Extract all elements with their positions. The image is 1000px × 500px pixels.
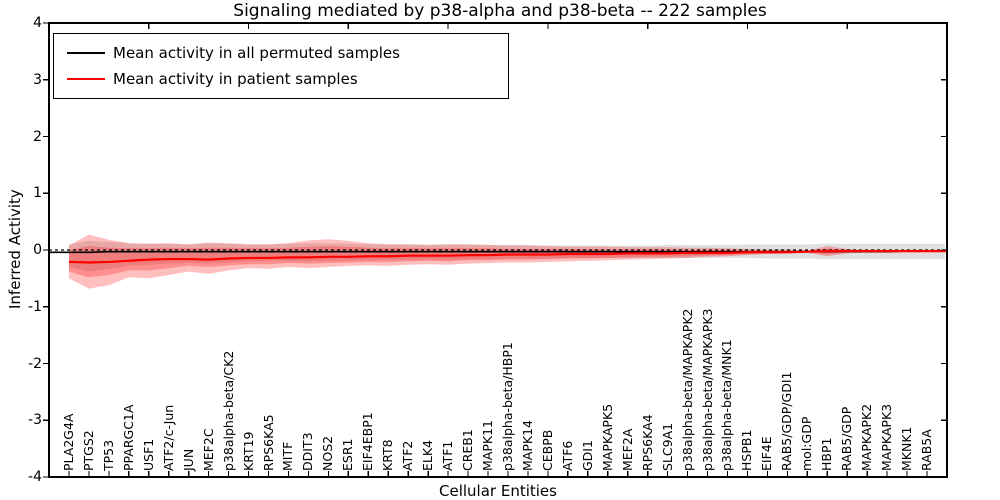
legend-label: Mean activity in patient samples	[113, 69, 358, 88]
chart-title: Signaling mediated by p38-alpha and p38-…	[233, 1, 767, 21]
patient-line-swatch	[67, 77, 105, 80]
legend-label: Mean activity in all permuted samples	[113, 44, 400, 63]
x-tick-label: p38alpha-beta/HBP1	[499, 342, 515, 471]
x-tick-label: DDIT3	[300, 432, 316, 471]
y-tick-label: 2	[33, 128, 42, 145]
legend-item-patient: Mean activity in patient samples	[54, 70, 508, 88]
x-tick-label: ATF1	[440, 440, 456, 471]
y-tick-label: -2	[28, 355, 42, 372]
y-tick-label: -4	[28, 469, 42, 485]
x-tick-label: ESR1	[340, 438, 356, 471]
x-tick-label: ELK4	[420, 439, 436, 471]
x-tick-label: MEF2A	[619, 428, 635, 471]
x-tick-label: JUN	[180, 448, 196, 471]
x-tick-label: GDI1	[579, 440, 595, 471]
x-tick-label: CEBPB	[539, 429, 555, 471]
x-tick-label: ATF6	[559, 440, 575, 471]
x-tick-label: SLC9A1	[659, 422, 675, 471]
legend: Mean activity in all permuted samples Me…	[53, 33, 509, 99]
x-tick-label: p38alpha-beta/CK2	[220, 350, 236, 471]
x-tick-label: p38alpha-beta/MNK1	[719, 339, 735, 471]
x-tick-label: MAPKAPK5	[599, 403, 615, 471]
x-tick-label: RPS6KA5	[260, 414, 276, 471]
x-tick-label: RAB5/GDP/GDI1	[779, 371, 795, 471]
legend-item-permuted: Mean activity in all permuted samples	[54, 44, 508, 62]
x-tick-label: KRT8	[380, 439, 396, 471]
x-tick-label: p38alpha-beta/MAPKAPK3	[699, 308, 715, 472]
x-tick-label: PPARGC1A	[120, 404, 136, 471]
x-tick-label: MAPKAPK2	[859, 403, 875, 471]
x-tick-label: RAB5/GDP	[839, 406, 855, 471]
x-tick-label: MAPK11	[480, 420, 496, 471]
x-tick-label: NOS2	[320, 435, 336, 471]
x-tick-label: EIF4EBP1	[360, 412, 376, 471]
x-tick-label: MAPKAPK3	[879, 403, 895, 471]
y-tick-label: 4	[33, 15, 42, 31]
x-tick-label: PLA2G4A	[60, 413, 76, 471]
x-tick-label: mol:GDP	[799, 416, 815, 471]
x-tick-label: ATF2/c-Jun	[160, 404, 176, 471]
x-tick-label: HSPB1	[739, 429, 755, 471]
y-tick-label: 0	[33, 242, 42, 258]
x-tick-label: KRT19	[240, 431, 256, 471]
x-tick-label: MITF	[280, 441, 296, 471]
x-axis-label: Cellular Entities	[439, 482, 557, 500]
y-tick-label: 1	[33, 185, 42, 202]
x-tick-label: PTGS2	[80, 430, 96, 471]
x-tick-label: MEF2C	[200, 428, 216, 471]
x-tick-label: TP53	[100, 439, 116, 471]
x-tick-label: p38alpha-beta/MAPKAPK2	[679, 308, 695, 472]
x-tick-label: MKNK1	[899, 426, 915, 471]
x-tick-label: ATF2	[400, 440, 416, 471]
x-tick-label: MAPK14	[519, 420, 535, 471]
x-tick-label: HBP1	[819, 437, 835, 471]
patient-sample-range-outer-band	[68, 234, 928, 289]
x-tick-label: CREB1	[460, 429, 476, 471]
x-tick-label: EIF4E	[759, 436, 775, 471]
permuted-line-swatch	[67, 52, 105, 55]
x-tick-label: RAB5A	[919, 429, 935, 471]
y-tick-label: -3	[28, 412, 42, 429]
y-tick-label: -1	[28, 298, 42, 315]
y-tick-label: 3	[33, 71, 42, 88]
patient-mean-line	[68, 250, 947, 264]
x-tick-label: RPS6KA4	[639, 414, 655, 471]
permuted-sample-range-band	[68, 240, 945, 272]
x-tick-label: USF1	[140, 438, 156, 471]
